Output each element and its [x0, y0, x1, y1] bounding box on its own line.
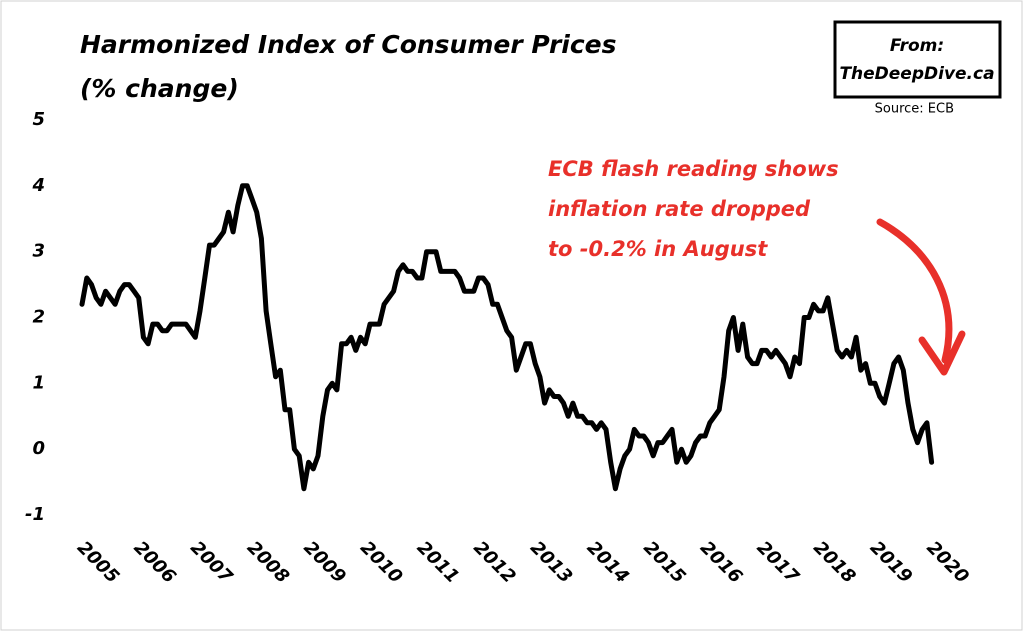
annotation-arrowhead: [918, 330, 966, 376]
annotation-arrow: [876, 218, 953, 364]
annotation: inflation rate dropped: [548, 197, 811, 221]
y-tick-label: 2: [32, 307, 45, 328]
credit-box: [833, 20, 1002, 99]
credit-from: From:: [890, 36, 944, 56]
y-tick-label: 4: [31, 175, 45, 196]
chart-title: Harmonized Index of Consumer Prices: [80, 30, 617, 59]
line: [79, 183, 935, 492]
y-tick-label: 1: [32, 372, 45, 393]
annotation: to -0.2% in August: [548, 237, 768, 261]
source: Source: ECB: [875, 102, 954, 117]
y-tick-label: 0: [32, 438, 45, 459]
y-tick-label: 5: [32, 109, 45, 130]
annotation: ECB flash reading shows: [548, 157, 839, 181]
chart-subtitle: (% change): [80, 74, 239, 103]
y-tick-label: 3: [32, 241, 45, 262]
credit-site: TheDeepDive.ca: [839, 64, 994, 84]
y-tick-label: -1: [25, 504, 45, 525]
